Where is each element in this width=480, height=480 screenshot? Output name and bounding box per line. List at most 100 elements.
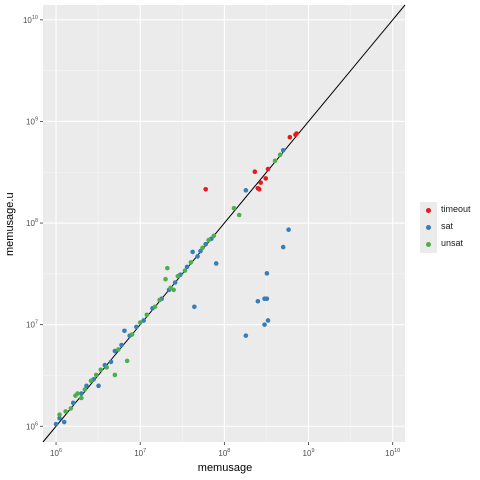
legend-key bbox=[420, 202, 437, 219]
unsat-point bbox=[211, 233, 217, 239]
data-points bbox=[53, 131, 299, 427]
sat-point bbox=[286, 227, 291, 233]
x-tick: 109 bbox=[303, 442, 315, 458]
sat-point bbox=[61, 419, 67, 425]
timeout-point bbox=[263, 176, 269, 181]
unsat-point bbox=[206, 237, 211, 243]
y-tick: 106 bbox=[26, 421, 43, 431]
sat-point bbox=[70, 400, 76, 406]
tick-label: 106 bbox=[50, 448, 62, 458]
sat-point bbox=[243, 333, 249, 338]
sat-point bbox=[84, 383, 89, 389]
unsat-point bbox=[175, 273, 181, 279]
legend-key bbox=[420, 219, 437, 236]
unsat-point bbox=[79, 395, 84, 401]
x-tick: 107 bbox=[134, 442, 146, 458]
sat-point bbox=[184, 264, 190, 270]
sat-point bbox=[134, 324, 139, 330]
unsat-point bbox=[163, 276, 168, 282]
unsat-point bbox=[124, 358, 130, 364]
tick-label: 108 bbox=[218, 448, 230, 458]
sat-point bbox=[243, 188, 249, 193]
unsat-point bbox=[75, 391, 80, 396]
unsat-point bbox=[200, 245, 205, 251]
unsat-point bbox=[182, 268, 188, 273]
legend: timeout sat unsat bbox=[420, 202, 480, 253]
x-axis-title: memusage bbox=[197, 462, 253, 474]
sat-point bbox=[53, 421, 59, 427]
tick-label: 107 bbox=[134, 448, 146, 458]
unsat-point bbox=[277, 152, 283, 158]
x-tick: 106 bbox=[50, 442, 62, 458]
sat-point bbox=[57, 415, 62, 421]
timeout-point bbox=[294, 131, 299, 136]
timeout-point bbox=[256, 186, 262, 192]
unsat-point bbox=[57, 412, 62, 417]
legend-dot-icon bbox=[426, 208, 431, 213]
tick-label: 107 bbox=[26, 320, 38, 330]
tick-label: 108 bbox=[26, 218, 38, 228]
sat-point bbox=[203, 241, 208, 247]
legend-dot-icon bbox=[426, 242, 431, 247]
sat-point bbox=[190, 249, 195, 255]
y-tick: 109 bbox=[26, 116, 43, 126]
sat-point bbox=[192, 304, 197, 310]
tick-label: 109 bbox=[26, 116, 38, 126]
x-axis-ticks: 106 107 108 109 1010 bbox=[50, 442, 400, 458]
sat-point bbox=[108, 359, 114, 365]
timeout-point bbox=[265, 166, 271, 172]
unsat-point bbox=[63, 409, 68, 414]
unsat-point bbox=[116, 347, 121, 352]
sat-point bbox=[172, 280, 178, 285]
sat-point bbox=[112, 348, 118, 354]
x-tick: 1010 bbox=[385, 442, 400, 458]
reference-line bbox=[42, 4, 406, 443]
unsat-point bbox=[104, 365, 110, 370]
y-tick: 108 bbox=[26, 218, 43, 228]
sat-point bbox=[265, 318, 271, 323]
legend-item-sat: sat bbox=[420, 219, 480, 236]
unsat-point bbox=[157, 297, 162, 303]
tick-label: 109 bbox=[303, 448, 315, 458]
unsat-point bbox=[165, 265, 170, 271]
unsat-point bbox=[152, 304, 158, 310]
y-tick: 107 bbox=[26, 320, 43, 330]
sat-point bbox=[264, 271, 270, 276]
unsat-point bbox=[236, 212, 242, 218]
unsat-point bbox=[144, 312, 150, 318]
x-tick: 108 bbox=[218, 442, 230, 458]
legend-label: timeout bbox=[441, 204, 471, 214]
unsat-point bbox=[68, 406, 74, 411]
unsat-point bbox=[82, 387, 88, 392]
timeout-point bbox=[258, 180, 263, 185]
sat-point bbox=[255, 298, 261, 304]
unsat-point bbox=[98, 367, 104, 373]
sat-point bbox=[79, 391, 84, 396]
unsat-point bbox=[171, 287, 176, 293]
sat-point bbox=[280, 148, 286, 153]
sat-point bbox=[264, 296, 270, 302]
sat-point bbox=[141, 318, 146, 323]
timeout-point bbox=[252, 169, 258, 175]
timeout-point bbox=[203, 186, 208, 192]
unsat-point bbox=[272, 158, 278, 164]
legend-label: unsat bbox=[441, 238, 464, 248]
sat-point bbox=[262, 322, 267, 327]
sat-point bbox=[213, 261, 219, 266]
sat-point bbox=[96, 383, 101, 389]
legend-dot-icon bbox=[426, 225, 431, 230]
unsat-point bbox=[231, 205, 237, 211]
sat-point bbox=[195, 254, 200, 259]
legend-key bbox=[420, 236, 437, 253]
sat-point bbox=[280, 244, 286, 250]
legend-label: sat bbox=[441, 221, 454, 231]
sat-point bbox=[119, 342, 124, 348]
legend-item-timeout: timeout bbox=[420, 202, 480, 219]
tick-label: 1010 bbox=[23, 15, 38, 25]
y-tick: 1010 bbox=[23, 15, 43, 25]
unsat-point bbox=[112, 372, 118, 378]
unsat-point bbox=[137, 320, 143, 325]
legend-item-unsat: unsat bbox=[420, 236, 480, 253]
tick-label: 106 bbox=[26, 421, 38, 431]
